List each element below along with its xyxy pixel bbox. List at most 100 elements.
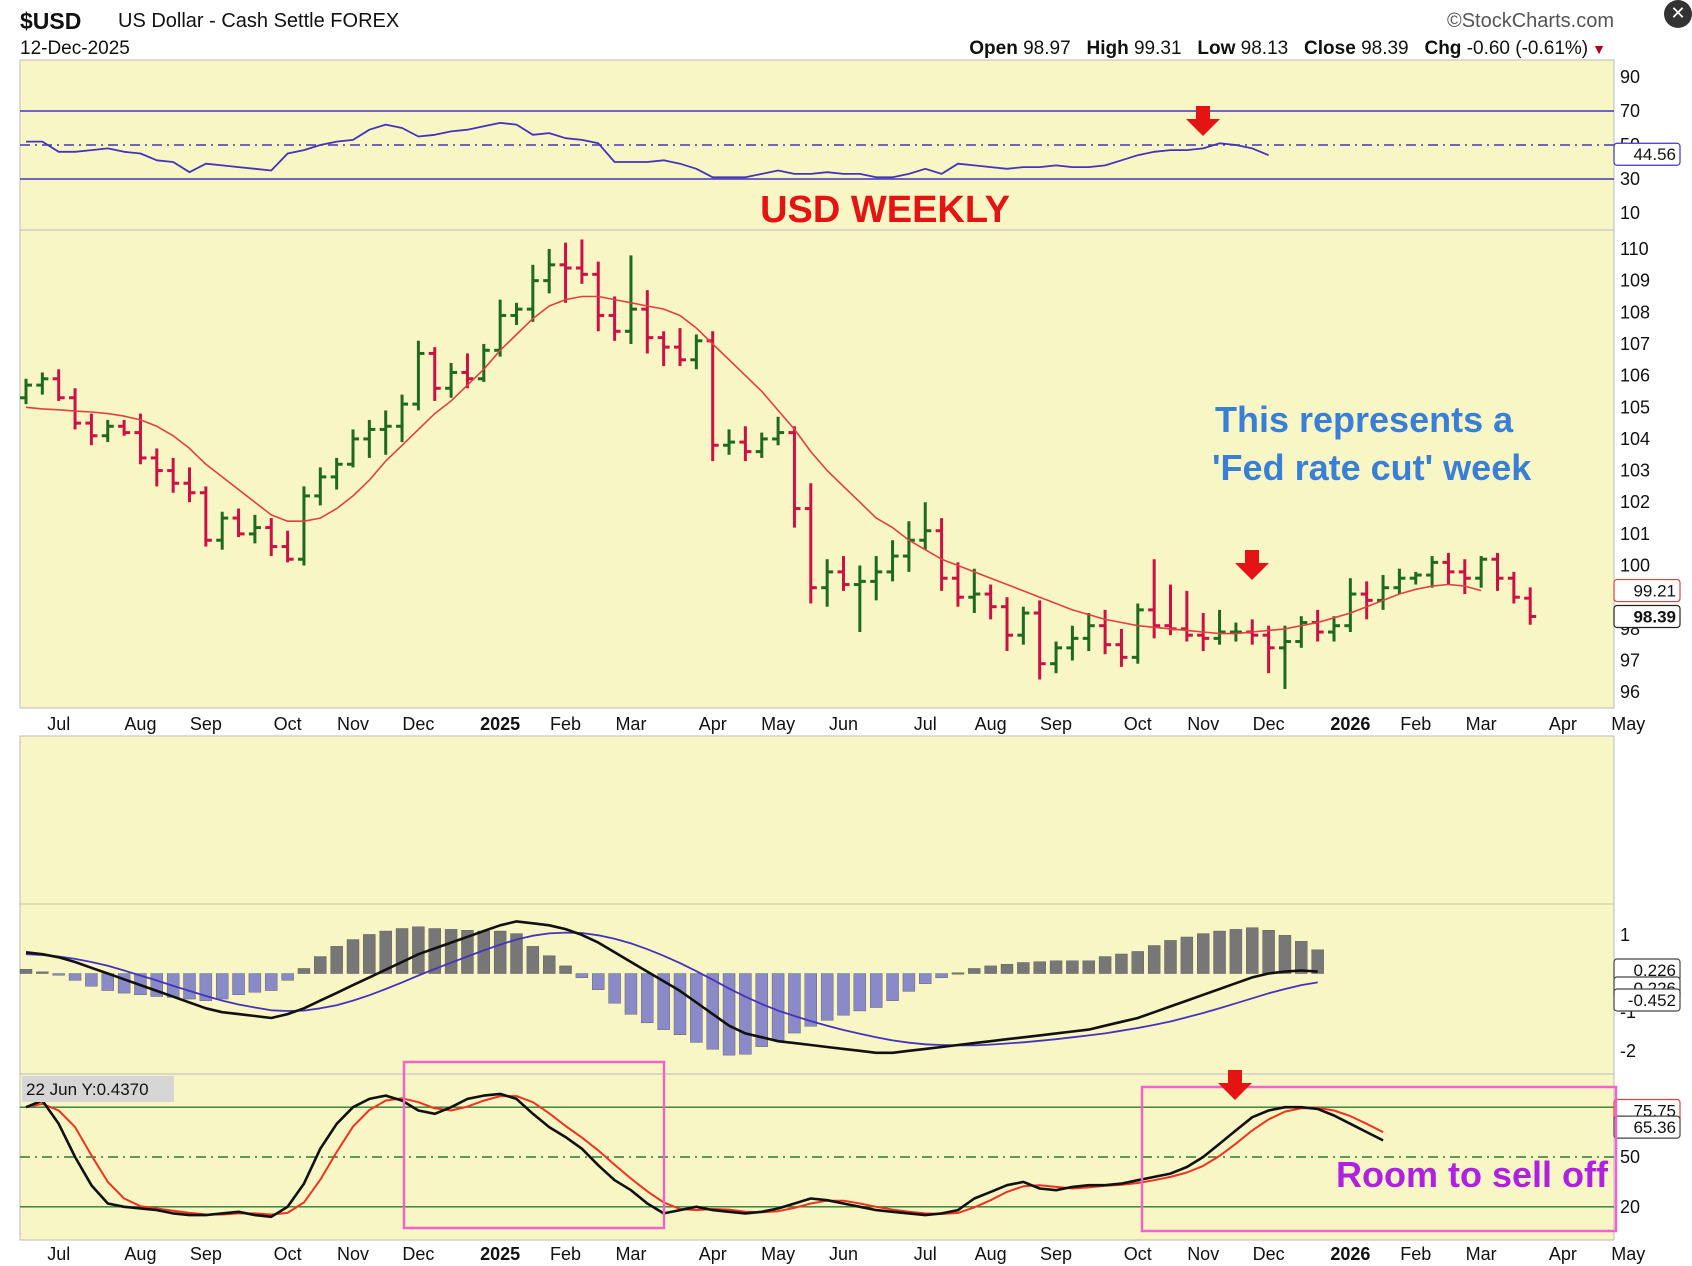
price-bar bbox=[1050, 641, 1063, 674]
price-last-value-box bbox=[1613, 604, 1681, 629]
macd-histogram-bar bbox=[281, 973, 294, 981]
price-bar bbox=[1491, 552, 1504, 591]
price-bar bbox=[1426, 556, 1439, 588]
macd-histogram-bar bbox=[526, 946, 540, 974]
price-bar bbox=[396, 394, 409, 443]
macd-histogram-bar bbox=[919, 973, 932, 984]
price-bar bbox=[804, 483, 817, 604]
top-x-axis-tick-Jun: Jun bbox=[829, 714, 858, 734]
price-bar bbox=[853, 565, 866, 633]
macd-histogram-bar bbox=[1066, 960, 1079, 974]
macd-histogram-bar bbox=[1147, 945, 1161, 974]
macd-histogram-bar bbox=[1049, 960, 1063, 974]
top-x-axis-tick-Nov: Nov bbox=[1187, 714, 1219, 734]
note-line-1: This represents a bbox=[1215, 399, 1514, 440]
macd-histogram-bar bbox=[1082, 960, 1095, 974]
price-bar bbox=[379, 410, 392, 455]
price-bar bbox=[461, 353, 474, 389]
low-label: Low bbox=[1197, 38, 1236, 59]
price-bar bbox=[281, 530, 294, 563]
top-x-axis-tick-Oct: Oct bbox=[1124, 714, 1152, 734]
macd-histogram-bar bbox=[85, 973, 98, 987]
rsi-last-value-box bbox=[1613, 142, 1681, 166]
top-x-axis-tick-Feb: Feb bbox=[550, 714, 581, 734]
price-bar bbox=[232, 508, 245, 538]
stoch-down-arrow-icon bbox=[1218, 1070, 1252, 1100]
macd-histogram-bar bbox=[951, 972, 965, 975]
macd-histogram-bar bbox=[608, 973, 621, 1004]
macd-histogram-bar bbox=[853, 973, 867, 1012]
macd-histogram-bar bbox=[1262, 929, 1275, 974]
macd-histogram-bar bbox=[330, 946, 343, 974]
price-bar bbox=[150, 448, 163, 487]
price-bar bbox=[1458, 559, 1471, 595]
bottom-x-axis-tick-Oct: Oct bbox=[1124, 1244, 1152, 1264]
macd-histogram-bar bbox=[771, 973, 785, 1041]
close-label: Close bbox=[1304, 38, 1356, 59]
price-bar bbox=[559, 242, 572, 303]
macd-histogram-bar bbox=[1196, 933, 1210, 974]
close-icon[interactable]: ✕ bbox=[1664, 0, 1692, 28]
price-down-arrow-icon bbox=[1235, 550, 1269, 580]
price-axis-tick: 96 bbox=[1620, 682, 1640, 702]
macd-histogram-bar bbox=[984, 965, 997, 974]
chg-value: -0.60 (-0.61%) bbox=[1466, 38, 1589, 59]
macd-line bbox=[25, 920, 1318, 1055]
macd-histogram-bar bbox=[641, 973, 654, 1024]
price-bar bbox=[1229, 622, 1242, 642]
bottom-x-axis-tick-Nov: Nov bbox=[1187, 1244, 1219, 1264]
price-bar bbox=[52, 369, 65, 401]
macd-histogram-bar bbox=[1164, 940, 1177, 974]
bottom-x-axis-tick-Dec: Dec bbox=[402, 1244, 434, 1264]
price-bar bbox=[608, 296, 621, 341]
bottom-x-axis-tick-2025: 2025 bbox=[480, 1244, 520, 1264]
highlight-box-right bbox=[1140, 1085, 1618, 1233]
macd-histogram-bar bbox=[314, 956, 327, 974]
macd-histogram-bar bbox=[1115, 953, 1128, 974]
macd-histogram-bar bbox=[68, 973, 82, 981]
macd-label-1: 0.226 bbox=[1633, 961, 1676, 980]
top-x-axis-tick-Jul: Jul bbox=[47, 714, 70, 734]
macd-histogram-bar bbox=[902, 973, 916, 992]
bottom-x-axis-tick-Mar: Mar bbox=[615, 1244, 646, 1264]
price-bar bbox=[1442, 552, 1455, 585]
macd-axis-tick: -2 bbox=[1620, 1041, 1636, 1061]
chg-down-icon: ▼ bbox=[1592, 41, 1606, 57]
low-value: 98.13 bbox=[1240, 38, 1289, 59]
macd-histogram-bar bbox=[1000, 963, 1014, 974]
bottom-x-axis-tick-Mar: Mar bbox=[1466, 1244, 1497, 1264]
price-bar bbox=[477, 343, 490, 382]
price-bar bbox=[1409, 571, 1422, 585]
macd-histogram-bar bbox=[1033, 961, 1046, 974]
price-bar bbox=[1066, 625, 1079, 661]
macd-histogram-bar bbox=[575, 973, 589, 978]
price-bar bbox=[36, 372, 49, 395]
bottom-x-axis-tick-Nov: Nov bbox=[337, 1244, 369, 1264]
top-x-axis-tick-Mar: Mar bbox=[615, 714, 646, 734]
bottom-x-axis-tick-2026: 2026 bbox=[1330, 1244, 1370, 1264]
macd-histogram-bar bbox=[1213, 930, 1226, 974]
price-bar bbox=[1213, 609, 1226, 645]
price-bar bbox=[1524, 587, 1537, 625]
price-axis-tick: 101 bbox=[1620, 524, 1650, 544]
price-bar bbox=[543, 248, 556, 294]
ohlc-readout: Open 98.97 High 99.31 Low 98.13 Close 98… bbox=[969, 38, 1606, 60]
top-x-axis-tick-2026: 2026 bbox=[1330, 714, 1370, 734]
macd-histogram-bar bbox=[297, 968, 311, 974]
note-line-2: 'Fed rate cut' week bbox=[1212, 447, 1532, 488]
rsi-axis-tick: 70 bbox=[1620, 101, 1640, 121]
macd-histogram-bar bbox=[1098, 956, 1112, 974]
top-x-axis-tick-May: May bbox=[1611, 714, 1645, 734]
price-bar bbox=[641, 290, 654, 354]
rsi-down-arrow-icon bbox=[1186, 106, 1220, 136]
price-bar bbox=[935, 518, 948, 591]
top-x-axis-tick-Aug: Aug bbox=[124, 714, 156, 734]
open-label: Open bbox=[969, 38, 1018, 59]
price-bar bbox=[85, 413, 98, 446]
symbol-description: US Dollar - Cash Settle FOREX bbox=[118, 10, 400, 32]
top-x-axis-tick-Mar: Mar bbox=[1466, 714, 1497, 734]
price-bar bbox=[428, 347, 441, 401]
top-x-axis-tick-Feb: Feb bbox=[1400, 714, 1431, 734]
readout-bg bbox=[22, 1076, 174, 1102]
